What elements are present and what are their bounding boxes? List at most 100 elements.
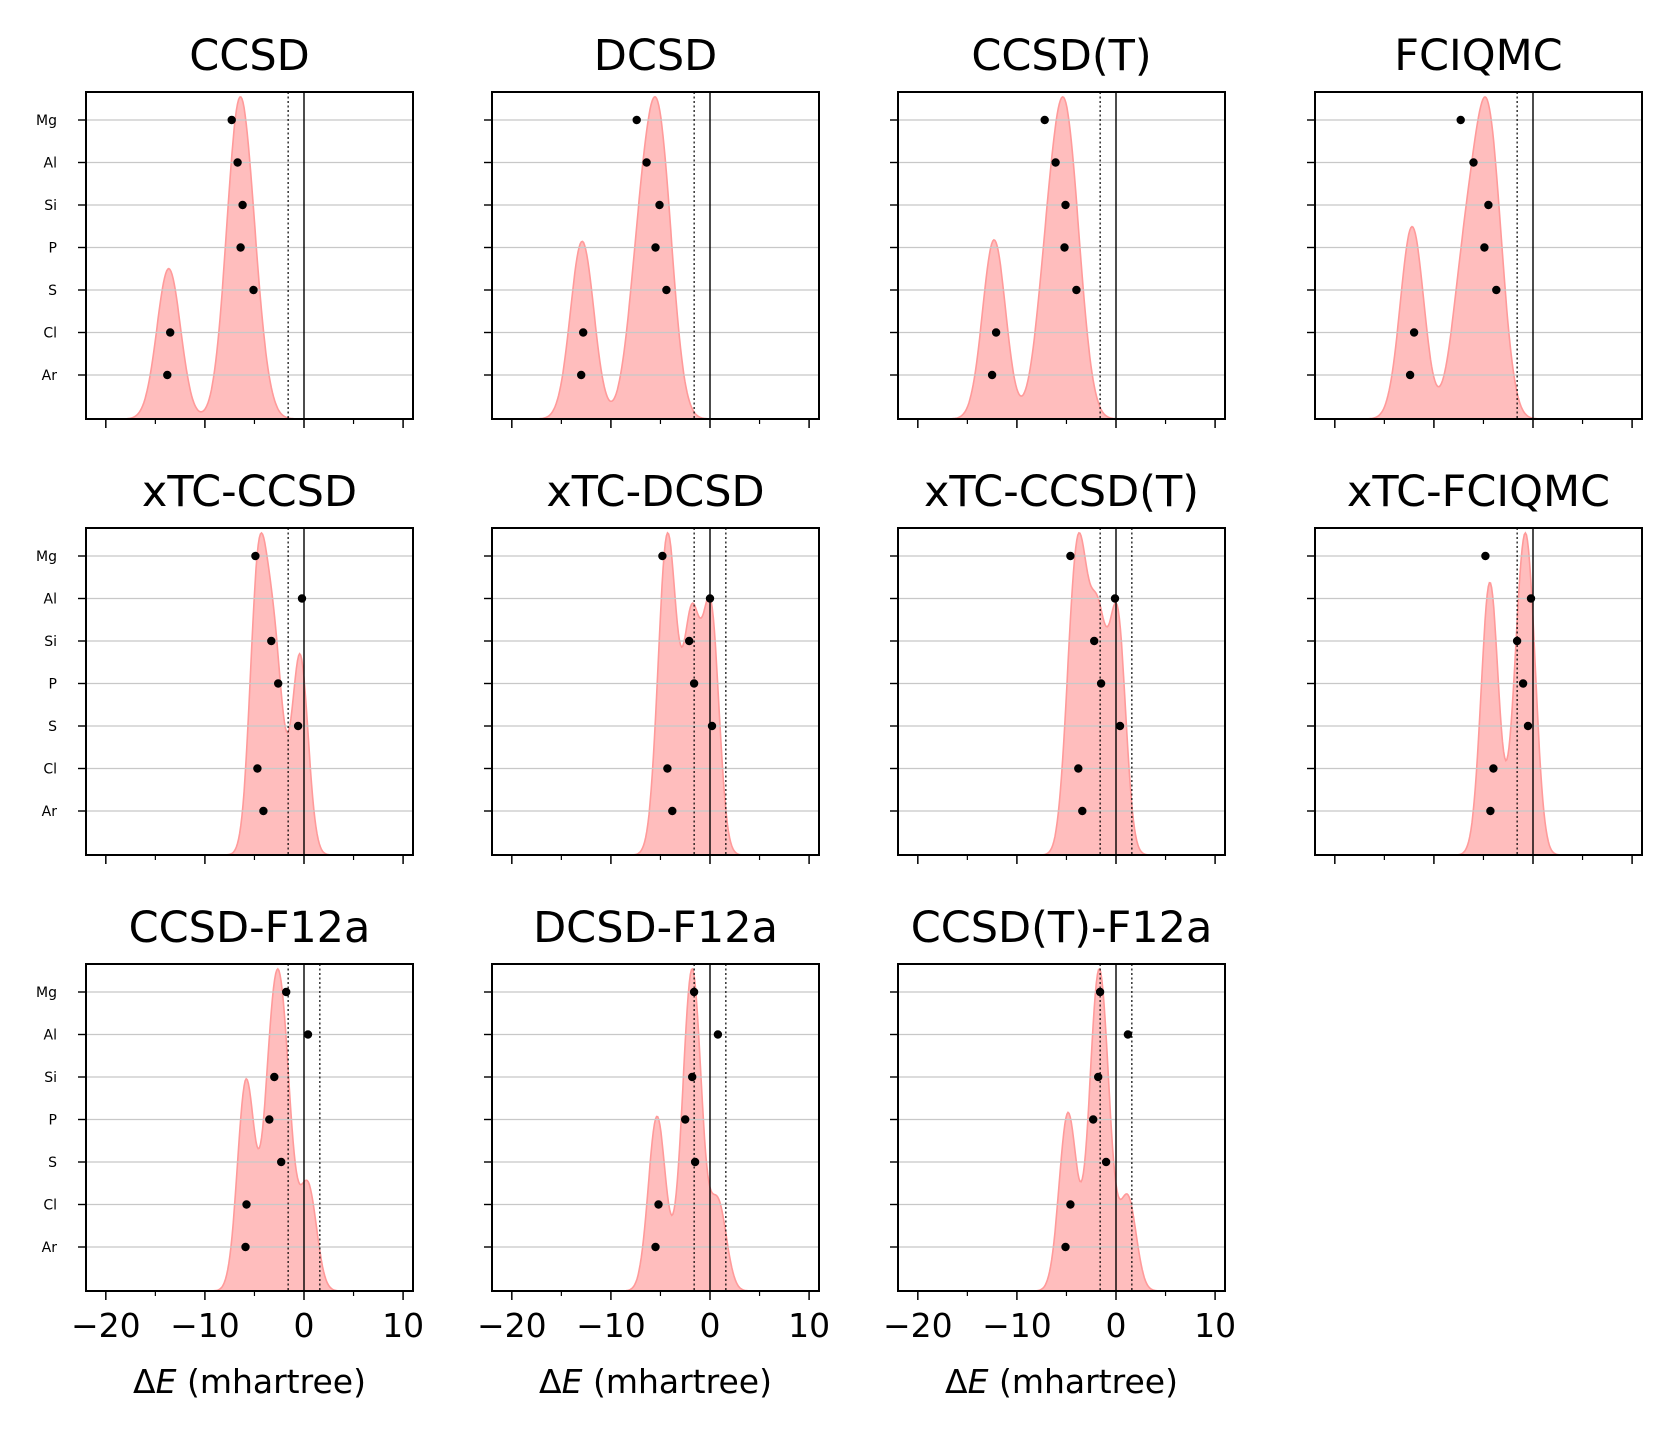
point-cl (166, 328, 175, 337)
point-si (688, 1072, 697, 1082)
y-tick-label-al: Al (44, 156, 57, 172)
x-tick-label: 10 (382, 1306, 424, 1345)
point-si (1484, 200, 1493, 210)
point-cl (242, 1200, 251, 1209)
point-cl (1409, 328, 1419, 337)
y-tick-label-cl: Cl (43, 326, 57, 342)
density-fill (86, 95, 413, 419)
panel-title: CCSD(T)-F12a (911, 903, 1213, 953)
density-fill (492, 967, 819, 1291)
point-mg (1456, 115, 1465, 125)
panel-xtc-ccsd: Mg Al Si P S Cl Ar xTC-CCSD (36, 467, 414, 864)
point-si (1094, 1072, 1103, 1082)
point-s (293, 721, 303, 731)
x-tick-label: −20 (477, 1306, 547, 1345)
point-mg (1066, 551, 1075, 561)
panel-ccsd-t: CCSD(T) (890, 31, 1226, 428)
point-si (238, 200, 247, 210)
point-ar (668, 806, 677, 816)
point-p (1089, 1115, 1098, 1124)
y-tick-label-p: P (49, 241, 57, 257)
y-tick-label-ar: Ar (42, 804, 58, 820)
axes-frame (85, 963, 414, 1292)
panel-xtc-ccsd-t: xTC-CCSD(T) (890, 467, 1226, 864)
point-ar (1078, 806, 1087, 816)
point-al (233, 158, 242, 167)
point-cl (1066, 1200, 1075, 1209)
point-ar (163, 370, 172, 380)
axes-frame (491, 527, 820, 856)
point-ar (1061, 1242, 1070, 1252)
point-ar (1486, 806, 1495, 816)
point-al (705, 594, 715, 603)
point-p (265, 1115, 274, 1124)
y-tick-label-al: Al (44, 592, 57, 608)
panel-title: xTC-CCSD(T) (924, 467, 1199, 517)
point-s (277, 1157, 286, 1167)
y-tick-label-mg: Mg (36, 549, 57, 565)
y-tick-label-s: S (48, 719, 57, 735)
y-tick-label-cl: Cl (43, 1198, 57, 1214)
point-mg (689, 987, 699, 997)
point-al (1051, 158, 1060, 167)
x-tick-label: −20 (883, 1306, 953, 1345)
point-mg (658, 551, 667, 561)
point-si (1512, 636, 1522, 646)
point-p (689, 679, 699, 688)
point-si (655, 200, 664, 210)
x-tick-label: −10 (982, 1306, 1052, 1345)
point-cl (991, 328, 1001, 337)
point-mg (282, 987, 291, 997)
panel-xtc-dcsd: xTC-DCSD (484, 467, 820, 864)
panel-title: DCSD-F12a (533, 903, 778, 953)
point-p (1096, 679, 1106, 688)
point-s (690, 1157, 700, 1167)
point-ar (651, 1242, 660, 1252)
point-al (1469, 158, 1478, 167)
panel-title: FCIQMC (1394, 31, 1562, 81)
point-cl (663, 764, 672, 773)
point-mg (1040, 115, 1049, 125)
panel-title: DCSD (594, 31, 718, 81)
point-s (249, 285, 258, 295)
point-si (267, 636, 276, 646)
point-al (1526, 594, 1536, 603)
x-tick-label: 10 (1194, 1306, 1236, 1345)
axes-frame (1314, 91, 1643, 420)
density-fill (1315, 531, 1642, 855)
x-tick-label: 0 (1106, 1306, 1127, 1345)
y-tick-label-mg: Mg (36, 985, 57, 1001)
point-al (1110, 594, 1120, 603)
panel-fciqmc: FCIQMC (1307, 31, 1643, 428)
point-ar (1405, 370, 1415, 380)
density-fill (1315, 95, 1642, 419)
y-tick-label-si: Si (44, 1070, 57, 1086)
x-tick-label: 0 (294, 1306, 315, 1345)
x-tick-label: 10 (788, 1306, 830, 1345)
point-ar (241, 1242, 250, 1252)
point-cl (579, 328, 588, 337)
point-p (274, 679, 283, 688)
panel-title: xTC-FCIQMC (1347, 467, 1610, 517)
point-mg (632, 115, 641, 125)
density-fill (898, 95, 1225, 419)
point-si (685, 636, 694, 646)
y-tick-label-cl: Cl (43, 762, 57, 778)
x-axis-label: ΔE (mhartree) (133, 1362, 366, 1401)
point-p (236, 243, 245, 252)
axes-frame (1314, 527, 1643, 856)
y-tick-label-mg: Mg (36, 113, 57, 129)
axes-frame (897, 527, 1226, 856)
point-cl (654, 1200, 663, 1209)
density-fill (492, 96, 819, 419)
point-mg (1481, 551, 1490, 561)
axes-frame (491, 963, 820, 1292)
y-tick-label-s: S (48, 1155, 57, 1171)
point-si (1061, 200, 1070, 210)
point-p (681, 1115, 690, 1124)
x-tick-label: −20 (71, 1306, 141, 1345)
density-fill (492, 531, 819, 855)
x-tick-label: 0 (700, 1306, 721, 1345)
point-s (707, 721, 717, 731)
